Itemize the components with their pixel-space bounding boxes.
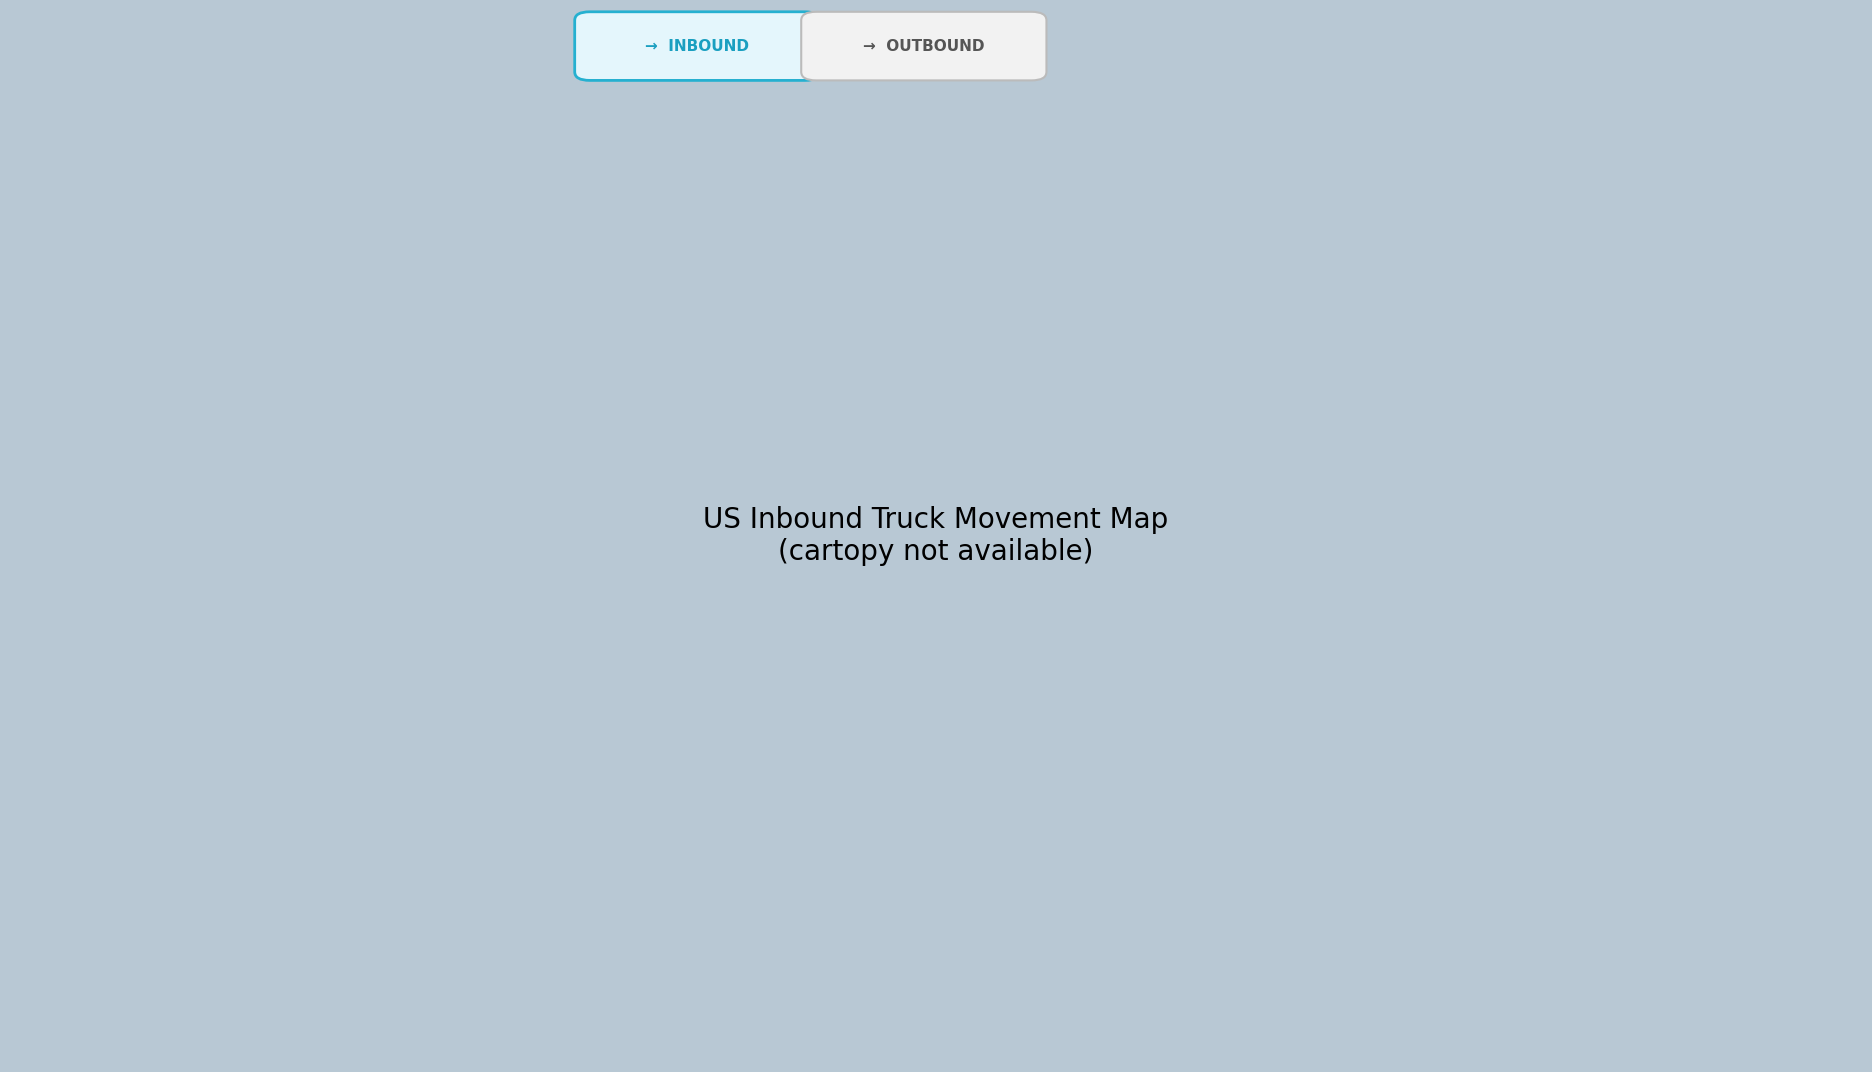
Text: →  OUTBOUND: → OUTBOUND [863, 39, 985, 54]
Text: US Inbound Truck Movement Map
(cartopy not available): US Inbound Truck Movement Map (cartopy n… [704, 506, 1168, 566]
Text: →  INBOUND: → INBOUND [646, 39, 749, 54]
